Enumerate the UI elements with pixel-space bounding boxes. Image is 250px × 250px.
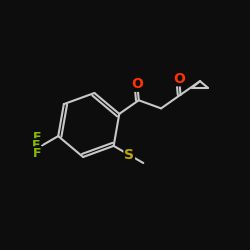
Text: S: S (124, 148, 134, 162)
Text: O: O (173, 72, 185, 86)
Text: F: F (32, 139, 40, 152)
Text: F: F (33, 147, 42, 160)
Text: O: O (132, 77, 143, 91)
Text: F: F (33, 131, 42, 144)
